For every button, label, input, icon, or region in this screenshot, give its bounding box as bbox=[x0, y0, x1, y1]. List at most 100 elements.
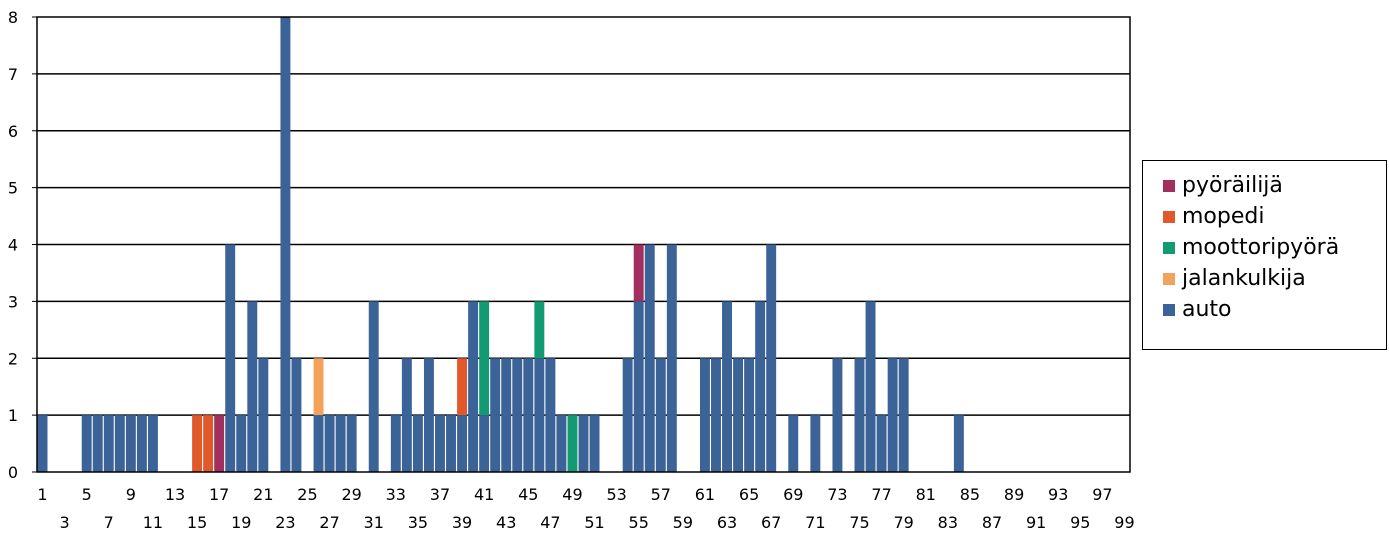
y-tick-label: 3 bbox=[8, 292, 18, 311]
legend-label: jalankulkija bbox=[1182, 266, 1306, 291]
x-tick-label: 33 bbox=[386, 485, 406, 504]
x-tick-label: 97 bbox=[1092, 485, 1112, 504]
x-tick-label: 45 bbox=[518, 485, 538, 504]
x-tick-label: 51 bbox=[584, 513, 604, 532]
bar bbox=[114, 415, 125, 472]
legend-label: moottoripyörä bbox=[1182, 235, 1340, 260]
x-tick-label: 37 bbox=[430, 485, 450, 504]
legend-item-auto: auto bbox=[1163, 295, 1232, 325]
bar bbox=[666, 244, 677, 472]
legend-swatch bbox=[1163, 242, 1175, 254]
y-tick-label: 1 bbox=[8, 406, 18, 425]
bar bbox=[457, 415, 468, 472]
x-tick-label: 71 bbox=[805, 513, 825, 532]
bar bbox=[501, 358, 512, 472]
legend-item-pyorailija: pyöräilijä bbox=[1163, 171, 1283, 201]
bar bbox=[368, 301, 379, 472]
bar bbox=[589, 415, 600, 472]
bar bbox=[280, 17, 291, 472]
bar bbox=[810, 415, 821, 472]
x-tick-label: 93 bbox=[1048, 485, 1068, 504]
bar bbox=[479, 415, 490, 472]
x-tick-label: 1 bbox=[37, 485, 47, 504]
bar bbox=[136, 415, 147, 472]
bar bbox=[37, 415, 48, 472]
x-tick-label: 91 bbox=[1026, 513, 1046, 532]
y-tick-label: 7 bbox=[8, 65, 18, 84]
bar bbox=[953, 415, 964, 472]
x-tick-label: 29 bbox=[341, 485, 361, 504]
bar bbox=[225, 244, 236, 472]
x-tick-label: 21 bbox=[253, 485, 273, 504]
bar bbox=[446, 415, 456, 472]
legend-swatch bbox=[1163, 273, 1175, 285]
x-tick-label: 39 bbox=[452, 513, 472, 532]
legend-label: mopedi bbox=[1182, 204, 1265, 229]
bar bbox=[81, 415, 92, 472]
y-tick-label: 8 bbox=[8, 8, 18, 27]
x-tick-label: 11 bbox=[143, 513, 163, 532]
y-tick-label: 5 bbox=[8, 179, 18, 198]
x-tick-label: 17 bbox=[209, 485, 229, 504]
bar bbox=[258, 358, 269, 472]
bar bbox=[490, 358, 501, 472]
bar bbox=[633, 301, 644, 472]
y-tick-label: 2 bbox=[8, 349, 18, 368]
bar bbox=[699, 358, 710, 472]
bar bbox=[247, 301, 258, 472]
bar bbox=[125, 415, 136, 472]
bar bbox=[534, 301, 545, 359]
bar bbox=[523, 358, 534, 472]
bar bbox=[556, 415, 567, 472]
bar bbox=[346, 415, 357, 472]
bar bbox=[733, 358, 744, 472]
x-tick-label: 67 bbox=[761, 513, 781, 532]
x-tick-label: 75 bbox=[849, 513, 869, 532]
x-tick-label: 49 bbox=[562, 485, 582, 504]
y-tick-label: 0 bbox=[8, 463, 18, 482]
x-tick-label: 5 bbox=[82, 485, 92, 504]
x-axis-ticks: 1 5 9 13 17 21 25 29 33 37 41 45 49 53 57 61 65 69 73 77 81 8… bbox=[37, 485, 1134, 532]
x-tick-label: 9 bbox=[126, 485, 136, 504]
bar bbox=[887, 358, 898, 472]
legend-item-jalankulkija: jalankulkija bbox=[1163, 264, 1306, 294]
legend-swatch bbox=[1163, 211, 1175, 223]
legend-label: auto bbox=[1182, 297, 1232, 322]
bar bbox=[512, 358, 523, 472]
legend-item-moottoripyora: moottoripyörä bbox=[1163, 233, 1339, 263]
bar bbox=[324, 415, 335, 472]
bar bbox=[722, 301, 732, 472]
y-tick-label: 4 bbox=[8, 236, 18, 255]
x-tick-label: 27 bbox=[319, 513, 339, 532]
x-tick-label: 99 bbox=[1114, 513, 1134, 532]
x-tick-label: 55 bbox=[629, 513, 649, 532]
bars bbox=[37, 17, 964, 472]
bar bbox=[401, 358, 412, 472]
x-tick-label: 53 bbox=[606, 485, 626, 504]
x-tick-label: 3 bbox=[60, 513, 70, 532]
bar bbox=[147, 415, 158, 472]
bar bbox=[92, 415, 103, 472]
x-tick-label: 89 bbox=[1004, 485, 1024, 504]
bar bbox=[534, 358, 545, 472]
bar bbox=[898, 358, 909, 472]
legend-swatch bbox=[1163, 304, 1175, 316]
bar bbox=[854, 358, 865, 472]
x-tick-label: 69 bbox=[783, 485, 803, 504]
bar bbox=[103, 415, 114, 472]
x-tick-label: 23 bbox=[275, 513, 295, 532]
bar bbox=[545, 358, 556, 472]
y-axis-ticks: 0 1 2 3 4 5 6 7 8 bbox=[8, 8, 37, 482]
bar bbox=[214, 415, 225, 472]
bar bbox=[711, 358, 721, 472]
bar bbox=[744, 358, 755, 472]
bar bbox=[766, 244, 777, 472]
bar bbox=[832, 358, 843, 472]
x-tick-label: 61 bbox=[695, 485, 715, 504]
x-tick-label: 63 bbox=[717, 513, 737, 532]
x-tick-label: 7 bbox=[104, 513, 114, 532]
bar bbox=[412, 415, 423, 472]
x-tick-label: 31 bbox=[364, 513, 384, 532]
bar bbox=[203, 415, 214, 472]
